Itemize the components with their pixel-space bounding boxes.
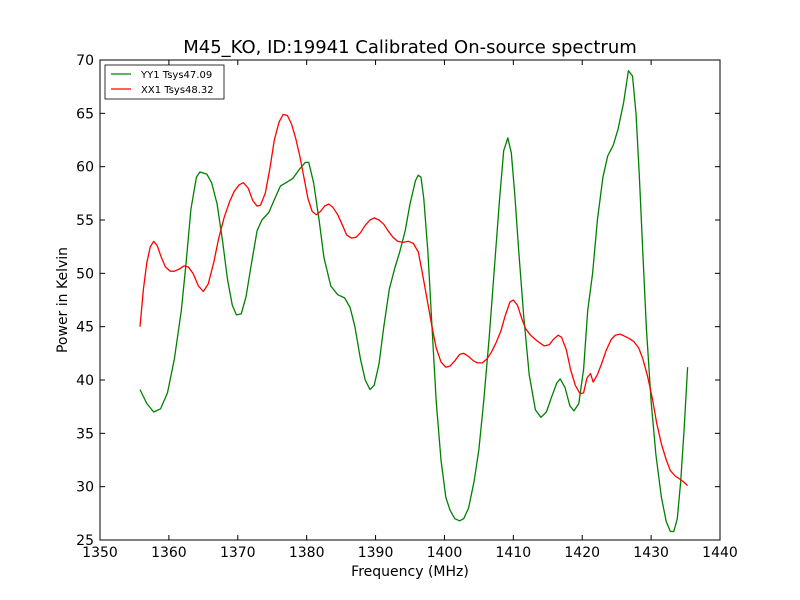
x-tick-label: 1390 xyxy=(358,545,394,561)
series-line-yy1 xyxy=(139,70,689,533)
x-tick-label: 1410 xyxy=(496,545,532,561)
legend-label-xx1: XX1 Tsys48.32 xyxy=(141,85,214,96)
y-tick-label: 55 xyxy=(76,213,94,229)
y-tick-label: 70 xyxy=(76,53,94,69)
x-tick-label: 1420 xyxy=(564,545,600,561)
y-tick-label: 50 xyxy=(76,266,94,282)
y-tick-label: 30 xyxy=(76,480,94,496)
y-tick-label: 35 xyxy=(76,426,94,442)
plot-frame xyxy=(99,59,721,541)
y-tick-label: 25 xyxy=(76,533,94,549)
chart-title: M45_KO, ID:19941 Calibrated On-source sp… xyxy=(183,37,637,58)
x-tick-label: 1370 xyxy=(220,545,256,561)
x-tick-label: 1360 xyxy=(151,545,187,561)
y-axis-label: Power in Kelvin xyxy=(55,247,71,353)
y-tick-label: 45 xyxy=(76,320,94,336)
x-tick-label: 1440 xyxy=(702,545,738,561)
x-axis-label: Frequency (MHz) xyxy=(351,564,469,580)
legend-label-yy1: YY1 Tsys47.09 xyxy=(140,70,212,81)
x-tick-label: 1400 xyxy=(427,545,463,561)
y-tick-label: 65 xyxy=(76,106,94,122)
legend: YY1 Tsys47.09 XX1 Tsys48.32 xyxy=(104,64,225,100)
x-tick-label: 1380 xyxy=(289,545,325,561)
series-line-xx1 xyxy=(139,113,689,487)
y-tick-label: 40 xyxy=(76,373,94,389)
y-tick-label: 60 xyxy=(76,160,94,176)
legend-box xyxy=(104,64,225,100)
x-tick-label: 1430 xyxy=(633,545,669,561)
plot-area: 1350 1360 1370 1380 1390 1400 1410 1420 1430 1440… xyxy=(76,53,738,561)
x-tick-label: 1350 xyxy=(82,545,118,561)
